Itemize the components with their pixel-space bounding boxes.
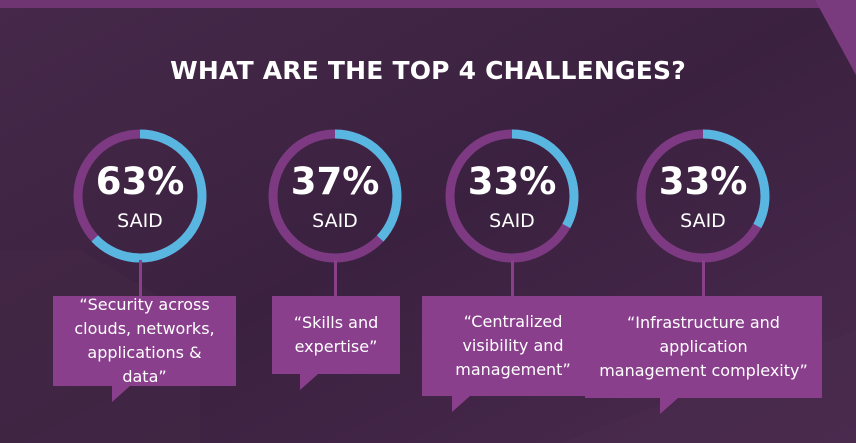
quote-text: “Infrastructure and application manageme… bbox=[599, 313, 808, 380]
donut-value-arc bbox=[73, 129, 207, 263]
quote-bubble: “Infrastructure and application manageme… bbox=[585, 296, 822, 398]
bubble-tail bbox=[660, 398, 678, 414]
quote-text: “Security across clouds, networks, appli… bbox=[74, 295, 215, 386]
percentage-label: 33% bbox=[467, 160, 557, 203]
quote-text: “Centralized visibility and management” bbox=[455, 312, 571, 379]
bubble-tail bbox=[300, 374, 318, 390]
donut-value-arc bbox=[268, 129, 402, 263]
chart-title: WHAT ARE THE TOP 4 CHALLENGES? bbox=[170, 56, 686, 85]
connector-line bbox=[702, 260, 705, 296]
donut-svg-1 bbox=[73, 129, 207, 263]
connector-line bbox=[511, 260, 514, 296]
donut-value-arc bbox=[445, 129, 579, 263]
donut-4: 33% SAID bbox=[635, 128, 771, 264]
quote-bubble: “Centralized visibility and management” bbox=[422, 296, 604, 396]
bubble-tail bbox=[452, 396, 470, 412]
donut-3: 33% SAID bbox=[444, 128, 580, 264]
percentage-label: 63% bbox=[95, 160, 185, 203]
said-label: SAID bbox=[680, 210, 726, 232]
quote-bubble: “Security across clouds, networks, appli… bbox=[53, 295, 236, 386]
connector-line bbox=[139, 260, 142, 296]
donut-1: 63% SAID bbox=[72, 128, 208, 264]
said-label: SAID bbox=[489, 210, 535, 232]
donut-value-arc bbox=[636, 129, 770, 263]
donut-svg-2 bbox=[268, 129, 402, 263]
quote-bubble: “Skills and expertise” bbox=[272, 296, 400, 374]
donut-svg-3 bbox=[445, 129, 579, 263]
said-label: SAID bbox=[117, 210, 163, 232]
said-label: SAID bbox=[312, 210, 358, 232]
bubble-tail bbox=[112, 386, 130, 402]
percentage-label: 33% bbox=[658, 160, 748, 203]
donut-svg-4 bbox=[636, 129, 770, 263]
connector-line bbox=[334, 260, 337, 296]
quote-text: “Skills and expertise” bbox=[293, 313, 379, 356]
donut-2: 37% SAID bbox=[267, 128, 403, 264]
percentage-label: 37% bbox=[290, 160, 380, 203]
